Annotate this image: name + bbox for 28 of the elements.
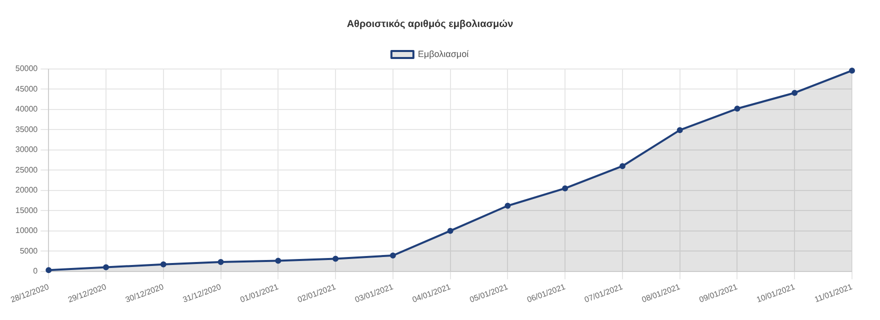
point: [447, 228, 454, 234]
point: [46, 267, 52, 274]
chart-title: Αθροιστικός αριθμός εμβολιασμών: [346, 18, 514, 30]
point: [504, 202, 511, 209]
y-tick-label: 5000: [20, 246, 38, 256]
point: [218, 258, 224, 265]
point: [619, 163, 626, 170]
y-tick-label: 30000: [15, 145, 38, 154]
y-tick-label: 50000: [15, 64, 38, 74]
y-tick-label: 25000: [15, 165, 38, 174]
point: [562, 185, 568, 192]
point: [849, 68, 855, 74]
point: [160, 261, 166, 268]
point: [275, 258, 282, 264]
point: [734, 106, 740, 112]
y-tick-label: 20000: [15, 186, 38, 195]
y-tick-label: 40000: [15, 104, 38, 114]
y-tick-label: 0: [33, 266, 38, 276]
y-tick-label: 45000: [15, 84, 38, 94]
point: [792, 90, 798, 96]
y-tick-label: 10000: [15, 226, 38, 236]
y-tick-label: 35000: [15, 124, 38, 134]
legend-label: Εμβολιασμοί: [418, 48, 469, 59]
point: [390, 252, 396, 259]
point: [676, 127, 683, 134]
point: [332, 256, 339, 262]
y-tick-label: 15000: [15, 206, 38, 215]
point: [103, 264, 110, 270]
